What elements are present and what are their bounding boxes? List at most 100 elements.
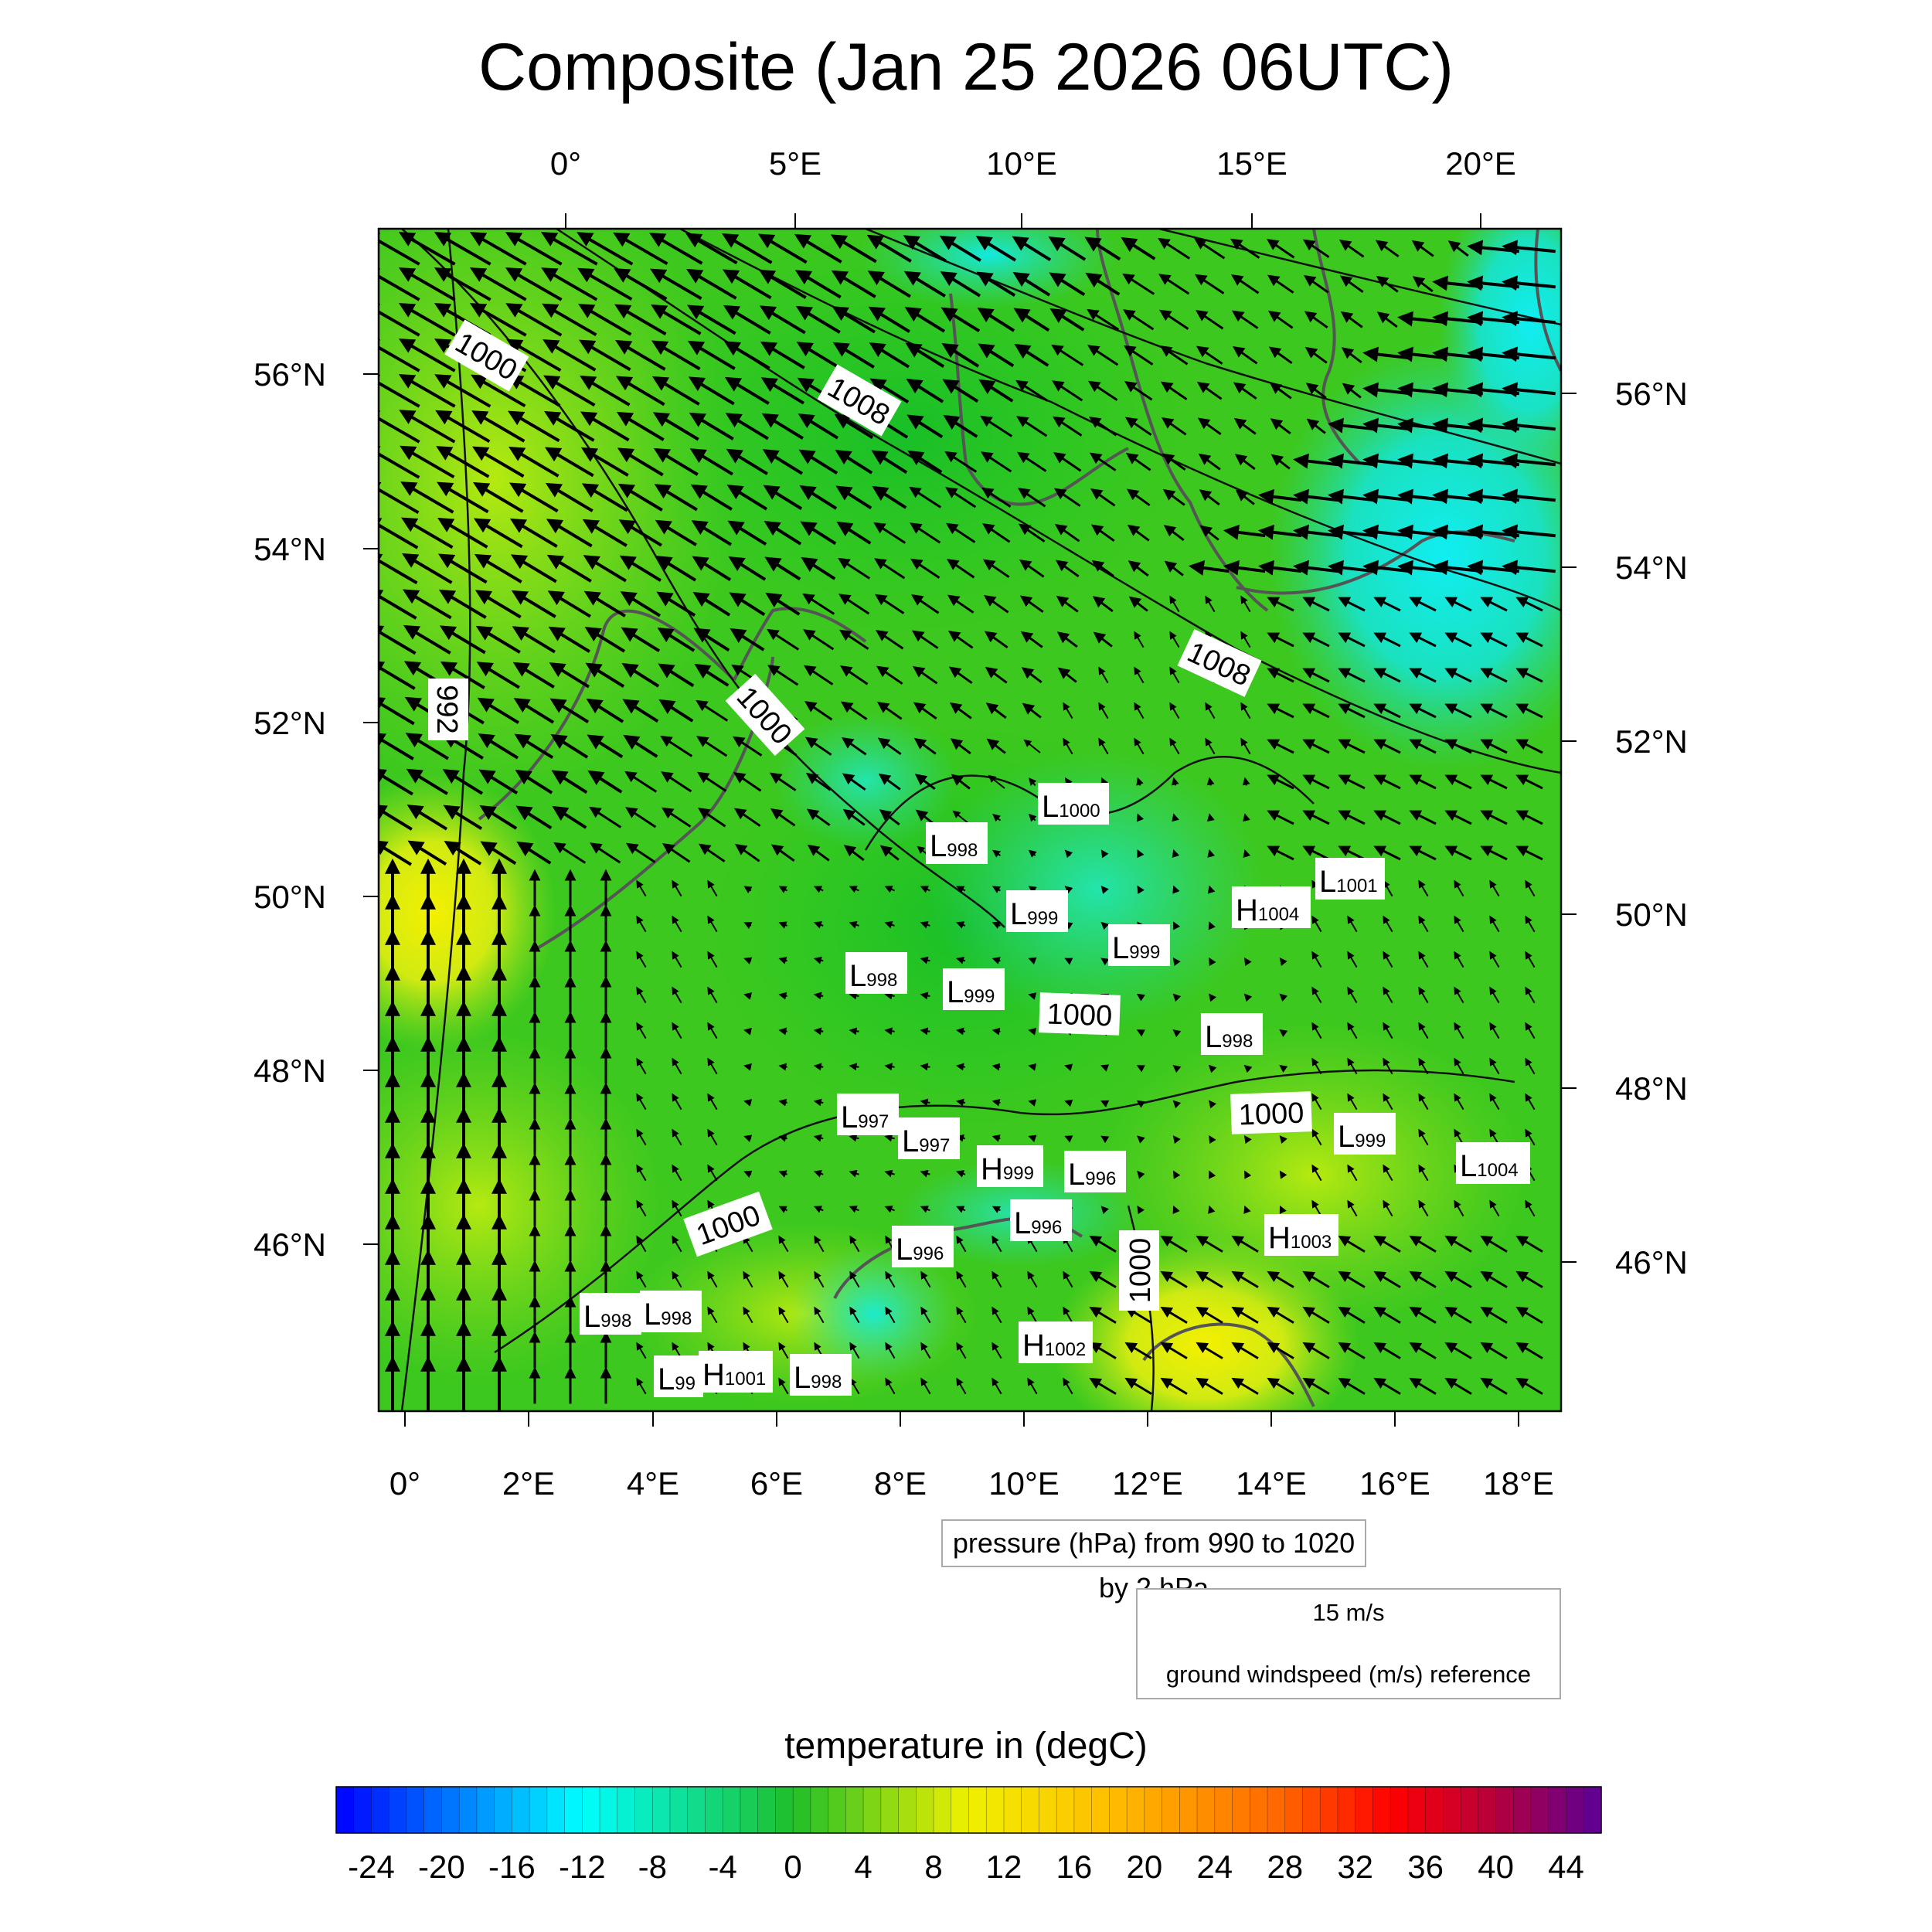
wind-vector [689,448,733,476]
wind-vector [944,451,978,473]
pressure-center-value: 996 [1085,1168,1116,1189]
wind-vector [1418,1093,1429,1111]
wind-vector [622,699,659,723]
wind-vector [1136,1065,1145,1073]
wind-vector [1027,1270,1038,1288]
wind-vector [672,986,682,1004]
wind-vector [1205,595,1216,613]
wind-vector [548,626,590,653]
wind-vector [1373,1342,1401,1359]
plot-frame [377,227,1563,1413]
pressure-center: L996 [1010,1199,1072,1241]
wind-vector [1502,311,1556,327]
colorbar-tick-label: 24 [1196,1849,1233,1885]
right-tick-label: 56°N [1615,376,1688,412]
wind-vector [813,921,824,929]
wind-vector [507,375,561,407]
pressure-center-value: 1004 [1258,904,1299,925]
wind-vector [1306,418,1326,434]
isobar-label-text: 992 [430,685,463,733]
wind-vector [1383,1164,1393,1182]
wind-vector [552,805,587,829]
wind-vector [1207,885,1216,894]
wind-vector [379,840,413,866]
pressure-center-letter: L [583,1300,600,1334]
wind-vector [1515,810,1543,825]
wind-vector [799,485,838,510]
wind-vector [636,1128,647,1146]
isobar-label-text: 1000 [1238,1097,1304,1132]
colorbar-cell [1109,1787,1128,1833]
wind-vector [1418,986,1429,1004]
wind-vector [400,445,455,479]
right-latitude-axis: 56°N 54°N 52°N 50°N 48°N 46°N [1561,376,1688,1281]
wind-vector [479,804,518,830]
wind-vector [1064,886,1073,894]
wind-vector [544,410,595,442]
isobar-1000-south [494,1069,1515,1354]
wind-vector [443,804,483,831]
colorbar-tick-label: -4 [709,1849,737,1885]
wind-vector [1173,921,1181,930]
wind-vector [1373,1377,1401,1395]
wind-vector [1028,886,1037,894]
wind-vector [1230,238,1260,259]
wind-vector [471,374,526,408]
wind-vector [1052,380,1083,402]
wind-vector [434,267,492,301]
pressure-center: L998 [1201,1013,1263,1055]
wind-vector [540,232,598,266]
wind-vector [920,1342,931,1359]
wind-vector [1376,311,1398,328]
wind-vector [912,665,938,685]
wind-vector [440,661,485,689]
wind-vector [1480,1342,1508,1359]
wind-vector [1373,668,1401,683]
wind-vector [874,594,905,614]
wind-vector [1409,1342,1437,1359]
wind-vector [1376,275,1399,293]
wind-vector [1480,739,1508,754]
wind-vector [778,886,788,893]
wind-vector [1028,1099,1037,1107]
wind-vector [1267,274,1294,294]
wind-vector [474,590,522,619]
wind-vector [1302,632,1330,648]
wind-vector [1243,993,1253,1002]
isobar-label-text: 1000 [1124,1238,1157,1304]
wind-vector [1338,1306,1366,1324]
wind-vector [1206,777,1215,786]
wind-vector [1027,1377,1038,1395]
pressure-center: L999 [1108,924,1170,966]
wind-vector [798,449,838,475]
wind-vector [1267,1342,1294,1359]
wind-vector [473,481,524,513]
wind-vector [831,270,876,298]
wind-vector [551,770,588,794]
temperature-cold-region-baltic [1437,229,1561,479]
wind-vector [1063,737,1073,755]
wind-vector [1240,702,1251,719]
wind-vector [1169,595,1180,613]
wind-vector [795,305,841,334]
wind-vector [903,270,946,298]
colorbar-cell [1162,1787,1180,1833]
wind-vector [939,235,981,262]
wind-vector [1311,1128,1322,1146]
pressure-center-letter: L [841,1100,858,1134]
wind-vector [1267,845,1294,861]
wind-vector [778,1377,789,1395]
wind-vector [1267,739,1294,754]
wind-vector [1196,1377,1223,1395]
coastline-adriatic [1142,1322,1315,1407]
wind-vector [515,805,553,830]
pressure-center: L997 [898,1117,960,1159]
wind-vector [624,770,658,793]
wind-vector [1014,343,1049,367]
wind-vector [1311,1164,1322,1182]
wind-vector [722,269,772,300]
svg-text:L1004: L1004 [1460,1149,1519,1183]
wind-vector [726,485,768,511]
svg-text:L998: L998 [583,1300,631,1334]
wind-vector [849,920,859,929]
